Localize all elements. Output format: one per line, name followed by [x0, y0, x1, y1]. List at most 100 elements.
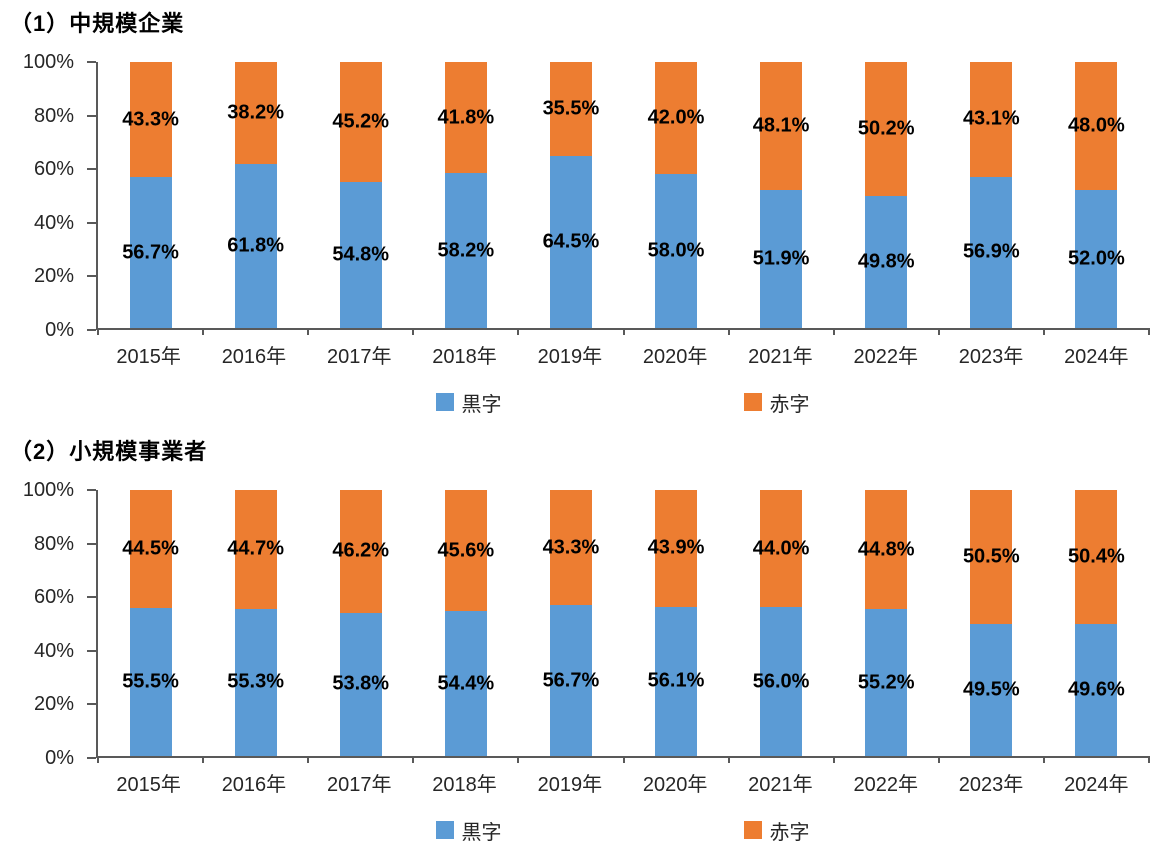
x-axis-category-label: 2020年 [642, 774, 708, 796]
stacked-bar [549, 62, 592, 328]
data-label-黒字: 49.5% [962, 678, 1020, 701]
bar-segment-赤字 [234, 62, 277, 164]
bar-slot: 54.8% 45.2% [308, 62, 413, 328]
bar-segment-黒字 [970, 176, 1013, 328]
x-axis-tick-mark [937, 328, 940, 335]
bar-segment-黒字 [129, 608, 172, 756]
bar-segment-赤字 [655, 490, 698, 607]
x-axis-tick-mark [622, 756, 625, 763]
bar-segment-黒字 [444, 611, 487, 756]
chart-body: 56.7% 43.3% 61.8% 38.2% 54.8% 45.2% 58.2% 41.8%… [0, 51, 1151, 341]
y-axis-tick-mark [87, 596, 96, 599]
x-axis-tick-mark [727, 756, 730, 763]
legend-item-黒字: 黒字 [435, 388, 502, 417]
bar-slot: 53.8% 46.2% [308, 490, 413, 756]
data-label-黒字: 61.8% [227, 234, 284, 257]
bar-segment-黒字 [1075, 189, 1118, 328]
x-axis-tick-mark [202, 328, 205, 335]
x-axis-category-label: 2022年 [853, 774, 918, 796]
stacked-bar [339, 490, 382, 756]
data-label-赤字: 50.5% [962, 545, 1020, 568]
bar-segment-赤字 [444, 490, 487, 612]
bar-slot: 56.7% 43.3% [98, 62, 203, 328]
data-label-赤字: 43.3% [122, 108, 179, 131]
y-axis-tick-mark [87, 489, 96, 491]
x-axis-category-label: 2024年 [1064, 346, 1129, 368]
data-label-黒字: 64.5% [542, 230, 600, 253]
bar-slot: 58.2% 41.8% [413, 62, 518, 328]
x-axis-tick-mark [622, 328, 625, 335]
stacked-bar [655, 62, 698, 328]
legend: 黒字 赤字 [96, 388, 1149, 416]
bar-segment-黒字 [234, 163, 277, 328]
x-axis-category-label: 2015年 [116, 346, 181, 368]
y-axis-tick-mark [87, 221, 96, 224]
bar-segment-黒字 [655, 606, 698, 756]
bar-segment-赤字 [549, 62, 592, 157]
y-axis-tick-mark [87, 542, 96, 545]
stacked-bar [129, 490, 172, 756]
chart-title: （1）中規模企業 [10, 11, 185, 36]
y-axis-tick-label: 40% [33, 211, 74, 234]
bar-segment-黒字 [1075, 624, 1118, 756]
plot-area: 56.7% 43.3% 61.8% 38.2% 54.8% 45.2% 58.2% 41.8%… [96, 62, 1150, 335]
legend-item-赤字: 赤字 [743, 388, 810, 417]
bar-segment-赤字 [339, 490, 382, 613]
y-axis-tick-label: 100% [22, 51, 74, 73]
bars-container: 55.5% 44.5% 55.3% 44.7% 53.8% 46.2% 54.4% 45.6%… [98, 490, 1149, 756]
y-axis-tick-mark [87, 329, 96, 331]
bar-segment-赤字 [760, 490, 803, 608]
bar-slot: 55.3% 44.7% [203, 490, 308, 756]
y-axis-tick-mark [87, 649, 96, 652]
bar-slot: 49.5% 50.5% [939, 490, 1044, 756]
data-label-赤字: 35.5% [542, 97, 600, 120]
bar-slot: 54.4% 45.6% [413, 490, 518, 756]
legend-swatch-icon [435, 393, 454, 411]
bar-slot: 52.0% 48.0% [1044, 62, 1149, 328]
bar-segment-黒字 [339, 182, 382, 328]
data-label-赤字: 43.1% [962, 107, 1020, 130]
bar-segment-赤字 [444, 62, 487, 174]
x-axis-category-label: 2016年 [221, 774, 287, 796]
data-label-赤字: 45.2% [332, 110, 390, 133]
x-axis-labels: 2015年 2016年 2017年 2018年 2019年 2020年 2021年 2022年… [96, 342, 1149, 372]
x-axis-category-label: 2017年 [326, 346, 392, 368]
data-label-黒字: 56.7% [542, 669, 600, 692]
stacked-bar [444, 62, 487, 328]
y-axis-tick-mark [87, 114, 96, 117]
data-label-黒字: 54.8% [332, 243, 390, 266]
x-axis-category-label: 2017年 [326, 774, 392, 796]
bar-segment-赤字 [1075, 62, 1118, 190]
data-label-赤字: 46.2% [332, 539, 390, 562]
stacked-bar [234, 62, 277, 328]
legend-swatch-icon [743, 393, 762, 411]
stacked-bar [865, 490, 908, 756]
bar-segment-赤字 [970, 62, 1013, 177]
bar-slot: 55.5% 44.5% [98, 490, 203, 756]
x-axis-category-label: 2021年 [748, 346, 813, 368]
y-axis-tick-mark [87, 703, 96, 706]
stacked-bar [760, 490, 803, 756]
bar-slot: 49.6% 50.4% [1044, 490, 1149, 756]
data-label-黒字: 49.6% [1068, 678, 1125, 701]
y-axis-tick-label: 40% [33, 639, 74, 662]
stacked-bar [655, 490, 698, 756]
x-axis-tick-mark [97, 756, 99, 763]
bar-segment-黒字 [760, 189, 803, 328]
bar-segment-黒字 [549, 605, 592, 756]
data-label-赤字: 44.5% [122, 537, 179, 560]
bar-slot: 49.8% 50.2% [834, 62, 939, 328]
chart-section-small-businesses: （2）小規模事業者 55.5% 44.5% 55.3% 44.7% 53.8% 46.2%… [0, 416, 1151, 844]
stacked-bar [339, 62, 382, 328]
x-axis-tick-mark [97, 328, 99, 335]
x-axis-category-label: 2019年 [537, 774, 603, 796]
bar-slot: 58.0% 42.0% [623, 62, 728, 328]
data-label-黒字: 56.0% [752, 670, 810, 693]
x-axis-category-label: 2024年 [1064, 774, 1129, 796]
bar-segment-赤字 [1075, 490, 1118, 625]
data-label-赤字: 44.0% [752, 537, 810, 560]
legend: 黒字 赤字 [96, 816, 1149, 844]
y-axis-tick-mark [87, 757, 96, 759]
data-label-黒字: 53.8% [332, 672, 390, 695]
